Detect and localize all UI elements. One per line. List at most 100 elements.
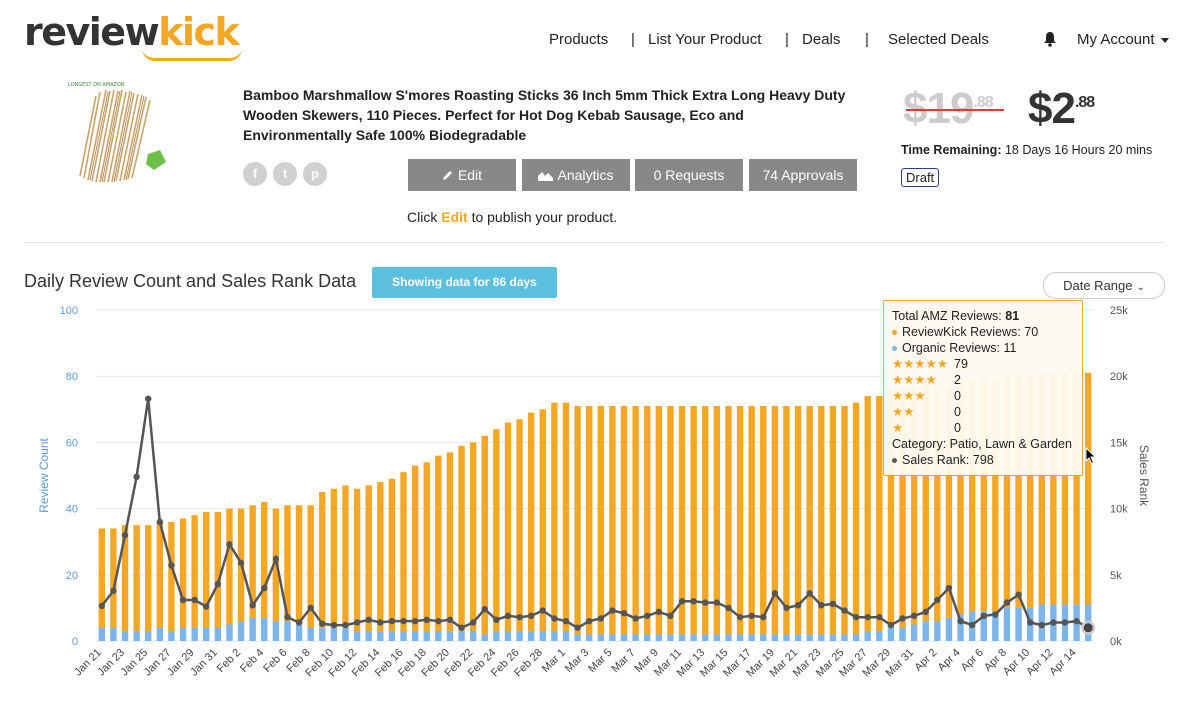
reviewkick-bar [214,511,222,628]
organic-bar [597,634,604,641]
organic-bar [690,634,697,641]
organic-bar [272,621,280,641]
sales-rank-point [818,602,825,609]
sales-rank-point [899,615,906,622]
reviewkick-bar [330,488,338,628]
my-account-menu[interactable]: My Account [1077,31,1169,48]
sales-rank-point [574,624,581,631]
analytics-button-label: Analytics [557,167,614,183]
caret-down-icon [1160,37,1169,43]
nav-products[interactable]: Products [549,31,609,48]
organic-bar [992,611,999,641]
organic-bar [771,634,779,641]
chevron-down-icon: ⌄ [1136,282,1145,293]
sales-rank-point [319,620,326,627]
publish-message: Click Edit to publish your product. [407,209,617,225]
y2-tick-label: 15k [1110,437,1128,449]
reviewkick-bar [1085,372,1092,605]
bell-icon[interactable] [1043,31,1057,47]
sales-rank-point [760,613,767,621]
organic-bar [133,631,140,641]
product-thumbnail[interactable]: LONGEST ON AMAZON [62,78,172,186]
y-tick-label: 0 [72,636,78,648]
sales-rank-point [423,616,430,624]
nav-deals[interactable]: Deals [802,31,841,48]
approvals-button[interactable]: 74 Approvals [749,159,857,191]
sales-rank-point [249,602,256,609]
reviewkick-bar [760,405,767,635]
y2-axis-title: Sales Rank [1137,445,1151,507]
three-star-icon: ★★★ [892,389,926,403]
showing-days-button[interactable]: Showing data for 86 days [372,267,557,298]
sales-rank-point [841,607,848,614]
sales-rank-point [1015,591,1022,598]
chart-title: Daily Review Count and Sales Rank Data [24,271,357,291]
organic-bar [121,631,129,641]
reviewkick-bar [203,511,210,628]
date-range-dropdown[interactable]: Date Range ⌄ [1043,272,1165,299]
organic-bar [725,634,732,641]
reviewkick-bar [748,405,755,635]
organic-bar [783,634,790,641]
reviewkick-bar [435,455,442,632]
organic-bar [237,621,245,641]
reviewkick-bar [934,389,941,622]
requests-button[interactable]: 0 Requests [635,159,743,191]
chart-tooltip: Total AMZ Reviews: 81 ReviewKick Reviews… [883,300,1083,476]
pinterest-share-icon[interactable]: p [303,162,327,186]
reviewkick-bar [771,405,779,635]
tooltip-category: Category: Patio, Lawn & Garden [892,437,1072,451]
organic-bar [423,631,430,641]
y-tick-label: 40 [66,504,78,516]
reviewkick-bar [110,528,117,628]
facebook-share-icon[interactable]: f [243,162,267,186]
sales-rank-point [1026,619,1034,626]
publish-edit-link[interactable]: Edit [441,209,468,225]
sales-rank-point [806,590,813,597]
sales-rank-point [1003,599,1011,606]
organic-bar [203,627,210,641]
reviewkick-bar [249,505,256,618]
reviewkick-bar [713,405,721,635]
y2-tick-label: 0k [1110,636,1122,648]
sales-rank-point [980,612,987,620]
nav-list-your-product[interactable]: List Your Product [648,31,762,48]
reviewkick-bar [377,482,384,632]
sales-rank-point [353,619,361,626]
reviewkick-bar [968,379,976,612]
tooltip-total-value: 81 [1005,309,1020,323]
organic-bar [493,631,500,641]
reviewkick-bar [458,445,465,632]
reviewkick-bar [852,402,860,635]
sales-rank-point [110,587,117,594]
reviewkick-bar [284,505,291,622]
organic-bar [574,634,581,641]
analytics-button[interactable]: Analytics [522,159,630,191]
sales-rank-point [794,602,802,609]
reviewkick-bar [446,452,454,632]
sales-rank-point [133,473,140,481]
sales-rank-point [678,598,686,605]
reviewkick-bar [829,405,837,635]
reviewkick-bar [992,379,999,612]
organic-bar [156,627,164,641]
y-tick-label: 60 [66,437,78,449]
reviewkick-bar [794,405,802,635]
sales-rank-point [957,617,964,625]
thumb-label: LONGEST ON AMAZON [68,82,125,88]
reviewkick-logo[interactable]: reviewkick [24,10,242,61]
reviewkick-bar [574,405,581,635]
sales-rank-point [504,612,512,620]
tooltip-rank-label: Sales Rank: [902,453,970,467]
sales-rank-point [284,613,291,621]
nav-selected-deals[interactable]: Selected Deals [888,31,989,48]
organic-bar [145,631,152,641]
nav-separator: | [865,31,869,48]
organic-bar [678,634,686,641]
sales-rank-point [887,621,895,629]
edit-button[interactable]: Edit [408,159,516,191]
organic-bar [98,627,105,641]
twitter-share-icon[interactable]: t [273,162,297,186]
sales-rank-point [493,616,500,624]
